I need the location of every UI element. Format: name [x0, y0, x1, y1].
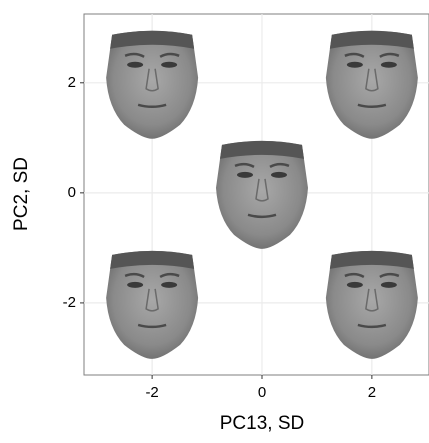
nose	[145, 68, 159, 92]
mouth	[357, 323, 387, 329]
face-outline	[106, 30, 199, 139]
eye	[161, 281, 178, 288]
eye	[346, 281, 363, 288]
nose	[145, 288, 159, 312]
eye	[346, 61, 363, 68]
eye	[161, 61, 178, 68]
nose	[255, 178, 269, 202]
mouth	[137, 103, 167, 109]
brow	[124, 52, 180, 58]
brow	[344, 52, 400, 58]
y-tick-label: 2	[68, 74, 76, 91]
x-tick-label: 0	[258, 384, 266, 401]
hair	[329, 250, 414, 269]
y-tick-label: -2	[63, 294, 76, 311]
eye	[236, 171, 253, 178]
nose	[365, 68, 379, 92]
mouth	[357, 103, 387, 109]
face-point	[325, 30, 418, 139]
nose	[365, 288, 379, 312]
eye	[270, 171, 287, 178]
x-tick-label: -2	[145, 384, 158, 401]
eye	[380, 61, 397, 68]
brow	[124, 272, 180, 279]
eye	[380, 281, 397, 288]
face-point	[325, 250, 418, 359]
y-tick-label: 0	[68, 184, 76, 201]
marks	[106, 30, 418, 359]
x-tick-label: 2	[368, 384, 376, 401]
mouth	[137, 323, 167, 329]
hair	[219, 140, 304, 159]
brow	[234, 162, 290, 168]
face-point	[215, 140, 308, 249]
x-axis-title: PC13, SD	[220, 413, 304, 434]
eye	[127, 61, 144, 68]
y-axis-title: PC2, SD	[11, 157, 32, 231]
face-outline	[325, 250, 418, 359]
hair	[110, 250, 195, 269]
face-outline	[215, 140, 308, 249]
face-point	[106, 250, 199, 359]
hair	[329, 30, 414, 49]
hair	[110, 30, 195, 49]
eye	[127, 281, 144, 288]
face-outline	[106, 250, 199, 359]
brow	[344, 272, 400, 279]
face-outline	[325, 30, 418, 139]
face-point	[106, 30, 199, 139]
mouth	[247, 213, 277, 219]
